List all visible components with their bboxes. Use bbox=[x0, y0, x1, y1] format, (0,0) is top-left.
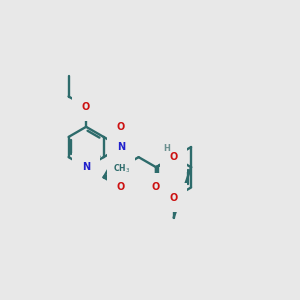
Text: CH$_3$: CH$_3$ bbox=[112, 163, 130, 175]
Text: H: H bbox=[164, 144, 170, 153]
Text: O: O bbox=[169, 152, 178, 162]
Text: O: O bbox=[117, 122, 125, 132]
Text: O: O bbox=[152, 182, 160, 193]
Text: O: O bbox=[82, 102, 90, 112]
Text: O: O bbox=[117, 182, 125, 193]
Text: N: N bbox=[117, 162, 125, 172]
Text: O: O bbox=[169, 193, 178, 202]
Text: N: N bbox=[169, 152, 178, 162]
Text: N: N bbox=[82, 162, 90, 172]
Text: N: N bbox=[117, 142, 125, 152]
